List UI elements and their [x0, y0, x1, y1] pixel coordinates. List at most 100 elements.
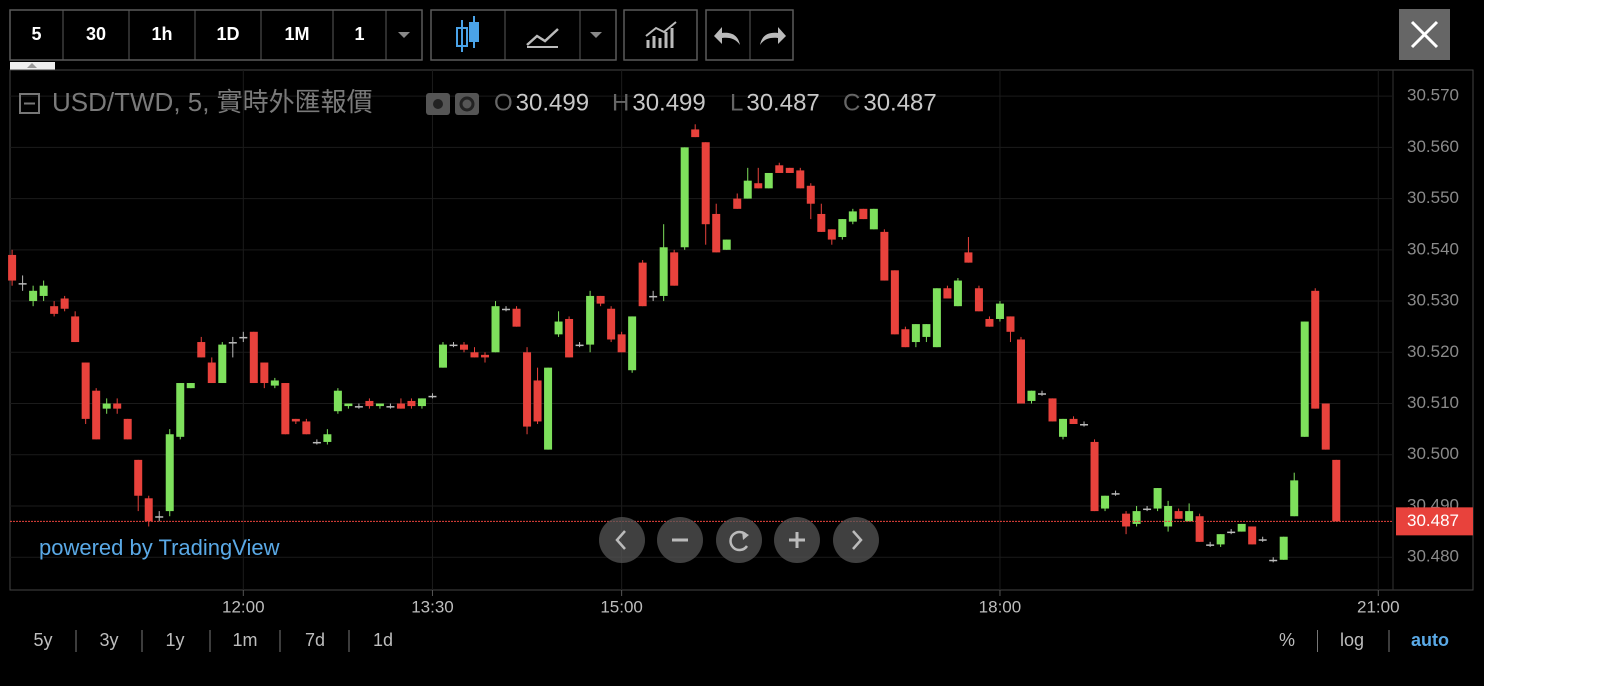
interval-button[interactable]: 1	[354, 24, 364, 44]
candle-body	[838, 219, 847, 238]
candle-body	[922, 324, 931, 337]
candle-body	[617, 334, 626, 353]
candle-body	[113, 403, 122, 409]
background	[0, 0, 1484, 686]
candle-body	[291, 418, 300, 422]
dropdown-arrow[interactable]	[590, 32, 602, 38]
ohlc-value: 30.487	[863, 89, 936, 116]
candle-body	[218, 344, 227, 384]
icon	[789, 532, 805, 548]
range-button[interactable]: 1d	[373, 630, 393, 650]
collapse-legend[interactable]	[19, 93, 40, 114]
candle-body	[722, 239, 731, 250]
interval-button[interactable]: 1M	[284, 24, 309, 44]
candle-body	[354, 406, 363, 408]
candle-body	[1080, 424, 1089, 426]
candle-body	[176, 383, 185, 437]
candle-body	[743, 180, 752, 199]
candle-body	[1164, 505, 1173, 527]
y-tick-label: 30.560	[1407, 137, 1459, 156]
candle-body	[459, 344, 468, 350]
range-button[interactable]: 7d	[305, 630, 325, 650]
x-tick-label: 18:00	[979, 597, 1022, 616]
plot: 30.487	[8, 124, 1473, 563]
candle-body	[50, 306, 59, 314]
candle-body	[1101, 495, 1110, 509]
candle-body	[81, 362, 90, 419]
interval-button[interactable]: 5	[31, 24, 41, 44]
candle-body	[1258, 539, 1267, 541]
candle-body	[186, 383, 195, 389]
y-tick-label: 30.500	[1407, 444, 1459, 463]
redo-button[interactable]	[760, 27, 786, 45]
candle-style-button[interactable]	[456, 16, 479, 52]
dropdown-arrow[interactable]	[398, 32, 410, 38]
candle-body	[438, 344, 447, 368]
range-button[interactable]: 3y	[99, 630, 118, 650]
interval-button[interactable]: 1h	[151, 24, 172, 44]
candle-body	[1206, 544, 1215, 546]
candle-body	[712, 213, 721, 253]
candle-body	[386, 406, 395, 408]
candle-body	[775, 165, 784, 173]
icon	[456, 27, 468, 47]
candle-body	[8, 254, 17, 281]
settings-button[interactable]	[455, 93, 479, 115]
scroll-left-button[interactable]	[599, 517, 645, 563]
interval-group	[9, 9, 423, 61]
candle-body	[848, 211, 857, 222]
candle-body	[628, 316, 637, 371]
y-tick-label: 30.530	[1407, 291, 1459, 310]
candle-body	[911, 324, 920, 343]
candle-body	[71, 316, 80, 343]
reset-button[interactable]	[716, 517, 762, 563]
range-button[interactable]: 1y	[165, 630, 184, 650]
scale-option[interactable]: log	[1340, 630, 1364, 650]
y-tick-label: 30.570	[1407, 86, 1459, 105]
range-button[interactable]: 1m	[232, 630, 257, 650]
interval-button[interactable]: 30	[86, 24, 106, 44]
candle-body	[943, 288, 952, 299]
candle-body	[333, 390, 342, 412]
indicators-button[interactable]	[623, 9, 698, 61]
undo-button[interactable]	[714, 27, 740, 45]
icon	[469, 22, 479, 42]
range-button[interactable]: 5y	[33, 630, 52, 650]
candle-body	[565, 318, 574, 358]
candle-body	[607, 308, 616, 340]
candle-body	[1037, 393, 1046, 395]
candle-body	[523, 352, 532, 427]
candle-body	[554, 321, 563, 335]
candle-body	[1090, 441, 1099, 512]
candle-body	[1153, 488, 1162, 509]
candle-body	[985, 318, 994, 327]
line-style-button[interactable]	[526, 28, 559, 46]
legend: USD/TWD, 5, 實時外匯報價 O 30.499 H 30.499 L 30.487…	[19, 87, 937, 117]
candle-body	[796, 170, 805, 189]
interval-button[interactable]: 1D	[216, 24, 239, 44]
zoom-controls	[599, 517, 879, 563]
candle-body	[890, 270, 899, 335]
scroll-right-button[interactable]	[833, 517, 879, 563]
collapse-arrow	[27, 63, 37, 68]
x-tick-label: 13:30	[411, 597, 454, 616]
icon	[459, 96, 475, 112]
ohlc-value: 30.499	[632, 89, 705, 116]
scale-option[interactable]: auto	[1411, 630, 1449, 650]
candle-body	[638, 262, 647, 307]
scale-option[interactable]: %	[1279, 630, 1295, 650]
candle-body	[691, 129, 700, 138]
candle-body	[470, 352, 479, 358]
candle-body	[60, 298, 69, 309]
y-tick-label: 30.550	[1407, 188, 1459, 207]
candle-body	[449, 344, 458, 347]
candle-body	[649, 295, 658, 298]
candle-body	[1248, 526, 1257, 545]
last-price-label: 30.487	[1407, 511, 1459, 530]
bottom-bar: 5y 3y 1y 1m 7d 1d% log auto	[33, 630, 1449, 652]
candle-body	[880, 231, 889, 281]
candle-body	[670, 252, 679, 286]
last-price-badge	[1396, 507, 1473, 536]
icon	[742, 531, 749, 540]
candle-body	[659, 247, 668, 296]
